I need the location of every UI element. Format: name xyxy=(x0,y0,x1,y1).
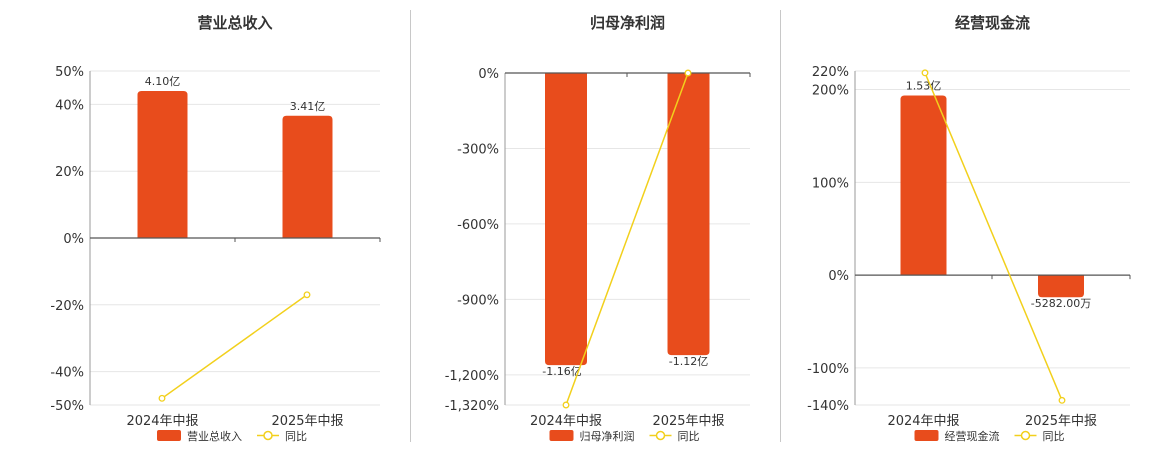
x-category-label: 2024年中报 xyxy=(126,414,198,429)
x-category-label: 2025年中报 xyxy=(1025,414,1097,429)
x-category-label: 2025年中报 xyxy=(652,414,724,429)
chart-panel-net-profit: 归母净利润 0% -300% -600% -900% -1,200% -1,320% -1.1… xyxy=(415,0,785,450)
yoy-point xyxy=(303,291,311,299)
legend-bar-swatch xyxy=(914,430,939,441)
bar-data-label: 1.53亿 xyxy=(906,79,942,92)
legend-line-marker xyxy=(655,430,666,441)
bar-data-label: -1.12亿 xyxy=(669,355,708,368)
bar xyxy=(545,73,587,366)
chart-panel-revenue: 营业总收入 50% 40% 20% 0% -20% -40% -50% 4.10亿 3.41亿 20… xyxy=(25,0,395,450)
y-tick-label: 0% xyxy=(63,232,84,247)
y-tick-label: -100% xyxy=(807,362,849,377)
bar-data-label: -1.16亿 xyxy=(542,365,581,378)
legend-line-marker xyxy=(263,430,273,441)
yoy-point xyxy=(1058,396,1066,404)
y-tick-label: 200% xyxy=(812,84,849,99)
legend-bar-label: 经营现金流 xyxy=(945,429,1000,443)
yoy-point xyxy=(921,69,929,77)
y-tick-label: -1,200% xyxy=(445,369,499,384)
chart-net-profit: 归母净利润 0% -300% -600% -900% -1,200% -1,320% -1.1… xyxy=(445,14,751,443)
y-tick-label: -900% xyxy=(457,293,499,308)
legend-bar-label: 营业总收入 xyxy=(187,429,242,443)
yoy-line xyxy=(924,72,1063,401)
y-tick-label: -50% xyxy=(50,399,84,414)
yoy-line xyxy=(565,72,689,406)
legend-line-label: 同比 xyxy=(285,430,307,443)
bar xyxy=(282,115,333,238)
legend-line-label: 同比 xyxy=(678,430,700,443)
yoy-point xyxy=(158,394,166,402)
y-tick-label: -600% xyxy=(457,218,499,233)
y-tick-label: -140% xyxy=(807,399,849,414)
y-tick-label: 0% xyxy=(478,67,499,82)
bar xyxy=(667,73,710,356)
legend-line-marker xyxy=(1020,430,1031,441)
y-tick-label: -300% xyxy=(457,142,499,157)
chart-panel-cashflow: 经营现金流 220% 200% 100% 0% -100% -140% 1.53亿 -5282.… xyxy=(785,0,1155,450)
yoy-point xyxy=(684,69,692,77)
x-category-label: 2024年中报 xyxy=(530,414,602,429)
yoy-point xyxy=(562,401,570,409)
bar-data-label: 3.41亿 xyxy=(290,100,326,113)
chart-title: 经营现金流 xyxy=(955,14,1030,32)
bar xyxy=(137,91,188,238)
divider xyxy=(780,10,781,442)
legend-bar-swatch xyxy=(549,430,574,441)
y-tick-label: 0% xyxy=(828,269,849,284)
chart-title: 营业总收入 xyxy=(197,14,272,32)
bar-data-label: 4.10亿 xyxy=(145,75,181,88)
y-tick-label: 40% xyxy=(55,98,84,113)
y-tick-label: 20% xyxy=(55,165,84,180)
y-tick-label: -20% xyxy=(50,299,84,314)
x-category-label: 2024年中报 xyxy=(887,414,959,429)
legend-bar-swatch xyxy=(157,430,181,441)
chart-cashflow: 经营现金流 220% 200% 100% 0% -100% -140% 1.53亿 -5282.… xyxy=(807,14,1131,443)
y-tick-label: 220% xyxy=(812,65,849,80)
y-tick-label: -40% xyxy=(50,366,84,381)
legend-line-label: 同比 xyxy=(1043,430,1065,443)
divider xyxy=(410,10,411,442)
legend-bar-label: 归母净利润 xyxy=(580,429,635,443)
bar xyxy=(900,95,947,276)
x-category-label: 2025年中报 xyxy=(271,414,343,429)
bar xyxy=(1038,275,1084,298)
y-tick-label: -1,320% xyxy=(445,399,499,414)
y-tick-label: 100% xyxy=(812,176,849,191)
chart-title: 归母净利润 xyxy=(590,14,665,32)
bar-data-label: -5282.00万 xyxy=(1031,297,1091,310)
chart-revenue: 营业总收入 50% 40% 20% 0% -20% -40% -50% 4.10亿 3.41亿 20… xyxy=(50,14,381,443)
y-tick-label: 50% xyxy=(55,65,84,80)
yoy-line xyxy=(161,294,308,399)
